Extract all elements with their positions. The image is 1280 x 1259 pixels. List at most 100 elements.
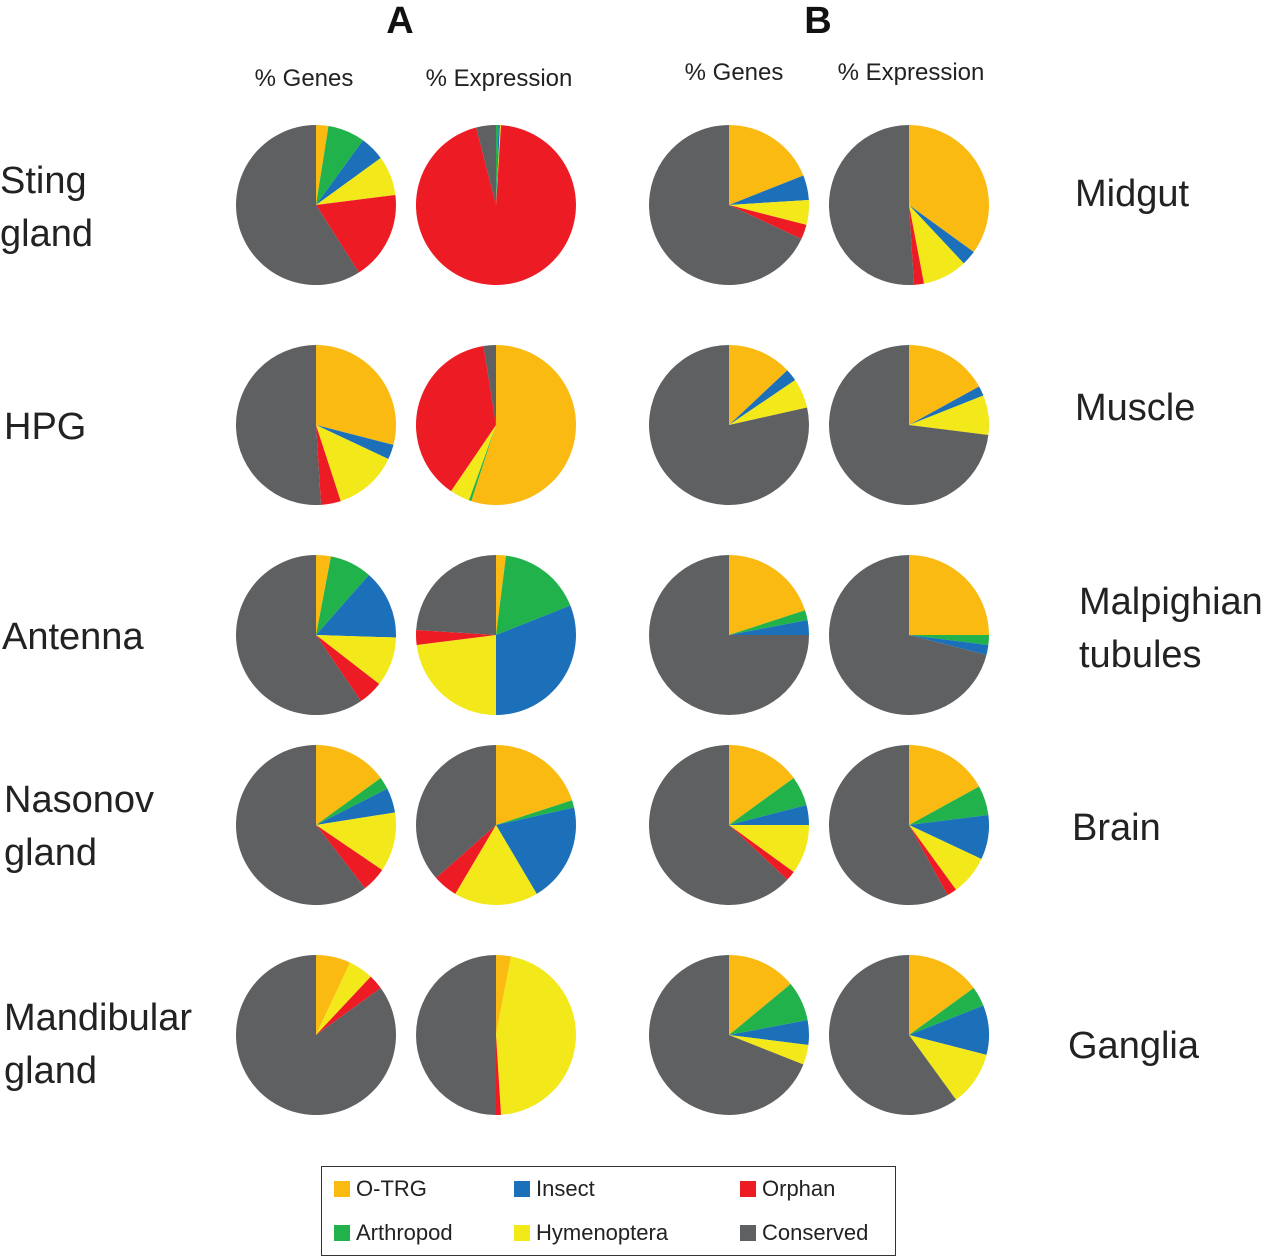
pie-slice-orphan xyxy=(729,825,794,880)
pie-slice-insect xyxy=(909,386,984,425)
pie-slice-o-trg xyxy=(316,345,397,445)
pie-slice-hymenoptera xyxy=(496,956,576,1115)
legend-item-conserved: Conserved xyxy=(740,1219,868,1247)
legend: O-TRG Insect Orphan Arthropod Hymenoptera Con… xyxy=(321,1166,896,1256)
legend-label: Conserved xyxy=(762,1220,869,1245)
row-label-a-1: HPG xyxy=(4,406,86,448)
pie-slice-conserved xyxy=(648,745,788,905)
pie-slice-arthropod xyxy=(729,984,808,1035)
pie-slice-hymenoptera xyxy=(909,395,990,436)
pie-slice-o-trg xyxy=(729,555,806,635)
pie-slice-hymenoptera xyxy=(316,812,397,870)
legend-item-hymenoptera: Hymenoptera xyxy=(514,1219,668,1247)
pie-slice-insect xyxy=(729,1020,809,1046)
pie-slice-insect xyxy=(496,807,576,894)
pie-slice-o-trg xyxy=(496,955,511,1035)
pie-slice-o-trg xyxy=(496,555,507,635)
row-label-a-4: Mandibular gland xyxy=(4,997,192,1092)
pie-b-brain-genes xyxy=(648,745,809,905)
pie-a-mandibular-gland-expression xyxy=(416,955,576,1115)
legend-swatch xyxy=(514,1225,530,1241)
pie-a-sting-gland-expression xyxy=(415,124,576,286)
row-label-line: Mandibular xyxy=(4,997,192,1039)
pie-slice-conserved xyxy=(648,955,804,1115)
pie-slice-o-trg xyxy=(909,555,989,635)
pie-slice-orphan xyxy=(316,976,381,1035)
row-label-b-0: Midgut xyxy=(1075,173,1189,215)
pie-slice-orphan xyxy=(316,425,341,505)
row-label-line: Muscle xyxy=(1075,387,1195,429)
pie-a-antenna-expression xyxy=(416,555,576,715)
pie-a-hpg-expression xyxy=(415,345,577,506)
pie-slice-arthropod xyxy=(316,777,388,825)
pie-slice-insect xyxy=(729,620,809,635)
pie-b-muscle-genes xyxy=(648,344,809,505)
pie-b-ganglia-genes xyxy=(648,955,809,1115)
pie-a-mandibular-gland-genes xyxy=(235,955,396,1115)
row-label-line: gland xyxy=(4,1050,97,1092)
row-label-a-3: Nasonov gland xyxy=(4,779,154,874)
pie-slice-conserved xyxy=(648,344,809,505)
pie-slice-insect xyxy=(909,205,974,264)
row-label-line: Sting xyxy=(0,160,87,202)
pie-slice-arthropod xyxy=(496,125,499,205)
pie-slice-insect xyxy=(909,814,990,860)
pie-slice-o-trg xyxy=(471,345,577,506)
pie-slice-hymenoptera xyxy=(316,425,389,502)
panel-a-letter: A xyxy=(386,0,413,42)
pie-slice-o-trg xyxy=(316,745,381,825)
row-label-line: gland xyxy=(0,213,93,255)
pie-slice-conserved xyxy=(236,555,361,716)
legend-item-arthropod: Arthropod xyxy=(334,1219,453,1247)
pie-a-hpg-genes xyxy=(235,344,397,505)
pie-b-midgut-expression xyxy=(828,124,989,285)
row-label-line: Ganglia xyxy=(1068,1025,1200,1067)
pie-slice-o-trg xyxy=(909,345,980,425)
pie-slice-arthropod xyxy=(316,125,364,205)
pie-slice-conserved xyxy=(828,955,957,1115)
pie-slice-insect xyxy=(316,140,381,205)
pie-slice-arthropod xyxy=(909,635,989,646)
pie-b-malpighian-tubules-expression xyxy=(829,555,989,716)
pie-slice-conserved xyxy=(416,555,496,635)
pie-a-nasonov-gland-genes xyxy=(235,745,397,905)
legend-label: O-TRG xyxy=(356,1176,427,1201)
pie-a-antenna-genes xyxy=(236,555,396,716)
pie-slice-o-trg xyxy=(729,745,794,825)
pie-slice-o-trg xyxy=(729,345,788,425)
pie-slice-insect xyxy=(496,125,501,205)
pie-slice-hymenoptera xyxy=(496,125,502,205)
pie-slice-hymenoptera xyxy=(316,157,396,205)
pie-slice-insect xyxy=(729,370,796,425)
pie-slice-insect xyxy=(909,1005,990,1055)
pie-slice-insect xyxy=(909,635,989,655)
pie-slice-o-trg xyxy=(729,125,804,205)
pie-slice-hymenoptera xyxy=(729,199,809,225)
pie-slice-orphan xyxy=(909,825,957,896)
pie-slice-arthropod xyxy=(316,556,369,635)
panel-a-expression-header: % Expression xyxy=(426,65,573,92)
pie-slice-arthropod xyxy=(468,425,496,502)
pies-group xyxy=(235,124,990,1115)
pie-slice-hymenoptera xyxy=(455,825,537,905)
pie-slice-orphan xyxy=(909,205,924,285)
pie-slice-hymenoptera xyxy=(451,425,496,501)
row-label-line: Nasonov xyxy=(4,779,154,821)
row-label-a-2: Antenna xyxy=(2,616,144,658)
row-label-b-3: Brain xyxy=(1072,807,1161,849)
pie-slice-o-trg xyxy=(909,955,974,1035)
legend-swatch xyxy=(740,1225,756,1241)
legend-item-o-trg: O-TRG xyxy=(334,1175,427,1203)
row-label-line: Brain xyxy=(1072,807,1161,849)
pie-slice-conserved xyxy=(829,345,989,506)
pie-slice-hymenoptera xyxy=(909,1035,987,1100)
panel-b-genes-header: % Genes xyxy=(685,59,784,86)
pie-slice-o-trg xyxy=(729,955,791,1035)
pie-slice-hymenoptera xyxy=(729,825,809,873)
pie-slice-o-trg xyxy=(909,125,989,253)
pie-slice-conserved xyxy=(828,745,948,905)
pie-slice-conserved xyxy=(235,955,396,1115)
pie-slice-conserved xyxy=(483,345,496,425)
pie-slice-o-trg xyxy=(316,955,351,1035)
